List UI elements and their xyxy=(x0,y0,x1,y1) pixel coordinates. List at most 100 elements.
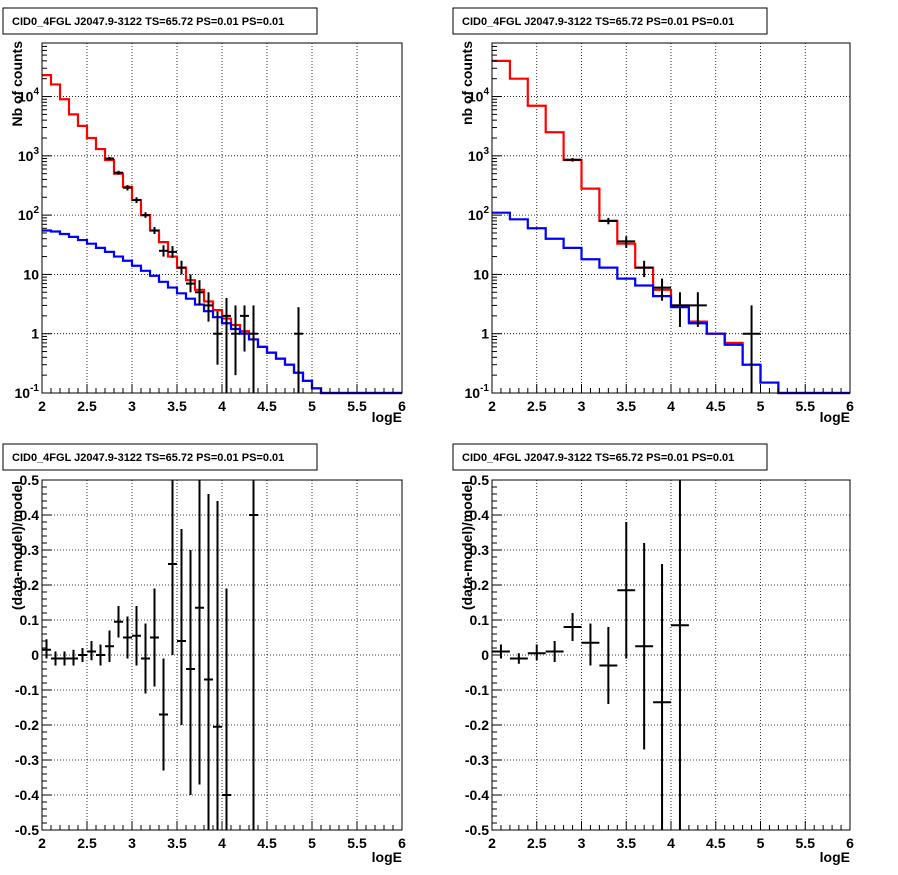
axes: 2 2.5 3 3.5 4 4.5 5 5.5 6 -0.5 -0.4 -0.3 -0.2 -0.1 0 0.… xyxy=(15,472,406,851)
y-tick-label: -0.2 xyxy=(465,717,489,733)
grid xyxy=(492,480,850,830)
data-point xyxy=(249,305,258,393)
data-point xyxy=(617,522,636,659)
title-box xyxy=(2,443,318,471)
x-tick-label: 5.5 xyxy=(347,398,367,414)
data-point xyxy=(671,480,689,830)
x-tick-label: 3 xyxy=(128,398,136,414)
y-axis-label: (data-model)/model xyxy=(459,481,475,610)
x-tick-label: 3 xyxy=(128,835,136,851)
title-box xyxy=(452,443,768,471)
title-box xyxy=(2,7,318,35)
x-tick-label: 5.5 xyxy=(796,835,816,851)
data-point xyxy=(159,658,168,771)
data-point xyxy=(671,292,689,327)
data-point xyxy=(563,613,582,641)
data-point xyxy=(123,185,132,191)
data-point xyxy=(186,274,195,293)
x-tick-label: 2 xyxy=(488,398,496,414)
y-tick-label: -0.1 xyxy=(465,682,489,698)
x-tick-label: 2.5 xyxy=(77,398,97,414)
data-point xyxy=(168,246,177,258)
x-tick-label: 2 xyxy=(488,835,496,851)
x-tick-label: 5.5 xyxy=(796,398,816,414)
grid xyxy=(42,43,402,393)
panel-top-left: CID0_4FGL J2047.9-3122 TS=65.72 PS=0.01 … xyxy=(2,7,406,425)
data-point xyxy=(617,236,636,248)
data-point xyxy=(141,212,150,218)
series xyxy=(492,59,850,395)
y-tick-label: -0.1 xyxy=(15,682,39,698)
y-tick-label: -0.4 xyxy=(465,787,489,803)
x-tick-label: 3 xyxy=(578,835,586,851)
data-point xyxy=(231,305,240,376)
x-tick-label: 2.5 xyxy=(77,835,97,851)
x-tick-label: 3.5 xyxy=(167,835,187,851)
data-point xyxy=(168,480,177,655)
x-tick-label: 4.5 xyxy=(257,398,277,414)
y-tick-label: 102 xyxy=(18,205,40,223)
x-tick-label: 5 xyxy=(757,835,765,851)
panel-title: CID0_4FGL J2047.9-3122 TS=65.72 PS=0.01 … xyxy=(12,16,284,28)
y-tick-label: 0.2 xyxy=(20,577,40,593)
data-point xyxy=(195,280,204,306)
y-tick-label: 0.5 xyxy=(470,472,490,488)
y-axis-label: Nb of counts xyxy=(9,41,25,127)
axes: 2 2.5 3 3.5 4 4.5 5 5.5 6 -0.5 -0.4 -0.3 -0.2 -0.1 0 0.… xyxy=(465,472,854,851)
x-axis-label: logE xyxy=(820,849,850,865)
y-tick-label: 0.1 xyxy=(20,612,40,628)
y-tick-label: 1 xyxy=(481,326,489,342)
data-point xyxy=(213,501,222,830)
y-tick-label: 0 xyxy=(481,647,489,663)
x-tick-label: 3.5 xyxy=(617,398,637,414)
data-point xyxy=(294,307,303,393)
data-point xyxy=(96,644,105,666)
y-tick-label: 0.4 xyxy=(470,507,490,523)
y-tick-label: 10-1 xyxy=(465,383,490,401)
y-tick-label: 104 xyxy=(468,87,490,105)
data-point xyxy=(204,292,213,322)
y-tick-label: 1 xyxy=(31,326,39,342)
panel-title: CID0_4FGL J2047.9-3122 TS=65.72 PS=0.01 … xyxy=(462,16,734,28)
data-point xyxy=(105,630,114,662)
y-tick-label: 102 xyxy=(468,205,490,223)
y-tick-label: 0.5 xyxy=(20,472,40,488)
background-model-histogram xyxy=(492,211,850,395)
y-tick-label: 10-1 xyxy=(15,383,40,401)
panel-top-right: CID0_4FGL J2047.9-3122 TS=65.72 PS=0.01 … xyxy=(452,7,854,425)
data-point xyxy=(150,588,159,687)
data-point xyxy=(599,217,618,225)
x-tick-label: 4 xyxy=(667,398,675,414)
x-tick-label: 6 xyxy=(398,835,406,851)
x-tick-label: 4.5 xyxy=(706,835,726,851)
x-axis-label: logE xyxy=(372,849,402,865)
y-tick-label: -0.3 xyxy=(465,752,489,768)
data-point xyxy=(653,564,671,830)
series xyxy=(42,73,402,395)
data-point xyxy=(177,529,186,725)
y-axis-label: nb of counts xyxy=(459,41,475,125)
y-tick-label: 0.4 xyxy=(20,507,40,523)
data-point xyxy=(186,550,195,795)
x-tick-label: 2.5 xyxy=(527,398,547,414)
data-point xyxy=(51,651,60,666)
panel-title: CID0_4FGL J2047.9-3122 TS=65.72 PS=0.01 … xyxy=(12,452,284,464)
y-tick-label: 104 xyxy=(18,87,40,105)
data-point xyxy=(213,311,222,365)
data-point xyxy=(653,278,671,301)
data-point xyxy=(492,644,510,659)
axes: 2 2.5 3 3.5 4 4.5 5 5.5 6 10-1 1 10 102 103 104 xyxy=(465,42,854,414)
x-tick-label: 5 xyxy=(308,835,316,851)
data-point xyxy=(60,651,69,666)
axes: 2 2.5 3 3.5 4 4.5 5 5.5 6 10-1 1 10 102 103 104 xyxy=(15,42,406,414)
x-tick-label: 4 xyxy=(218,398,226,414)
data-point xyxy=(141,623,150,694)
total-model-histogram xyxy=(42,73,402,395)
y-tick-label: 0.1 xyxy=(470,612,490,628)
data-point xyxy=(249,480,258,830)
x-tick-label: 4 xyxy=(218,835,226,851)
y-tick-label: -0.5 xyxy=(15,822,39,838)
data-point xyxy=(177,260,186,275)
x-tick-label: 3.5 xyxy=(617,835,637,851)
